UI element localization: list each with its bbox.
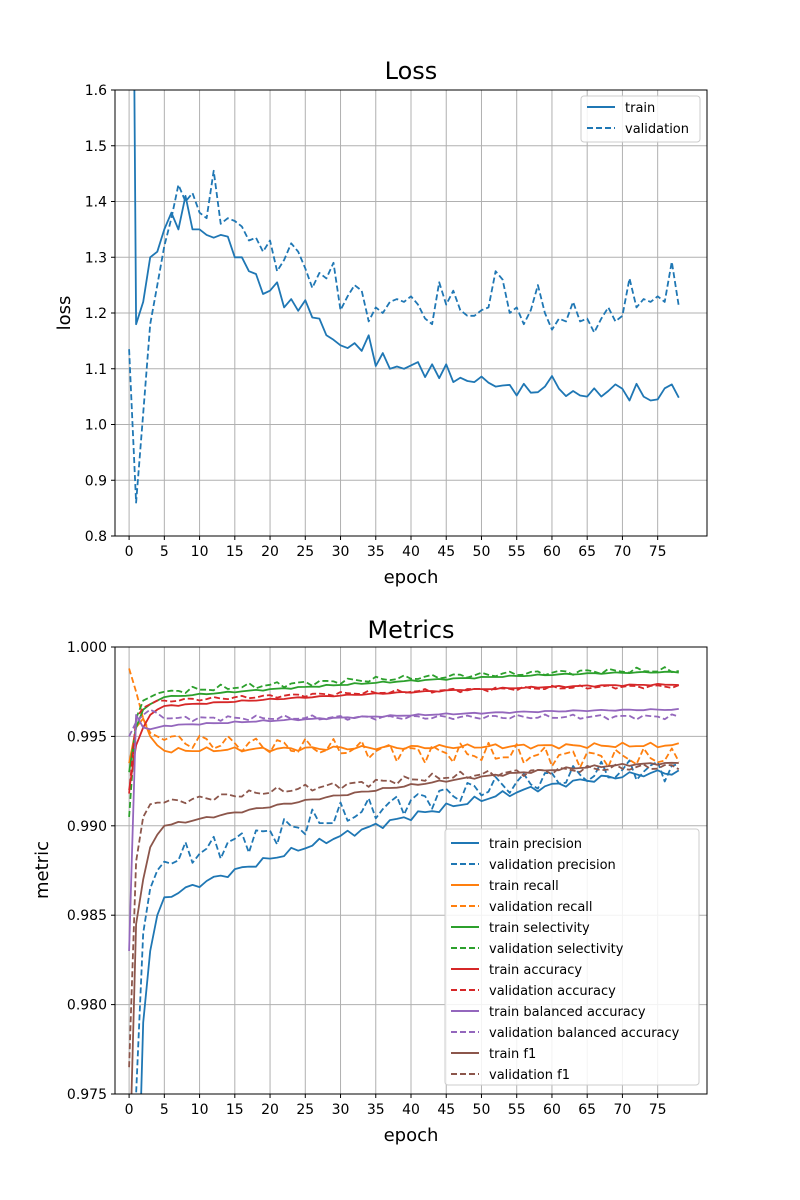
metrics-chart: Metrics 0 5 10 15 20 25 30 35 40 45 50 55 60 65 70 75 0.… [32, 616, 708, 1146]
loss-series-group [128, 90, 680, 504]
metrics-legend-box [444, 828, 700, 1086]
loss-ytick-label: 1.0 [85, 418, 107, 434]
loss-ytick-label: 1.3 [85, 250, 107, 266]
loss-ytick-label: 0.9 [85, 473, 107, 489]
metrics-series-validation-balanced-accuracy [128, 708, 680, 737]
metrics-xtick-label: 60 [543, 1102, 561, 1118]
metrics-xtick-label: 35 [367, 1102, 385, 1118]
loss-ytick-label: 0.8 [85, 529, 107, 545]
loss-legend: train validation [580, 95, 701, 143]
loss-ylabel: loss [54, 296, 75, 331]
metrics-legend-label-validation-balanced-accuracy: validation balanced accuracy [489, 1026, 680, 1041]
loss-xtick-label: 75 [649, 544, 667, 560]
metrics-ylabel: metric [32, 841, 53, 899]
metrics-series-validation-recall [128, 668, 680, 769]
metrics-series-group [128, 666, 680, 1094]
metrics-legend-label-validation-f1: validation f1 [489, 1068, 570, 1083]
metrics-ytick-label: 1.000 [67, 640, 107, 656]
metrics-ytick-label: 0.975 [67, 1087, 107, 1103]
loss-xtick-label: 30 [332, 544, 350, 560]
loss-ticks: 0 5 10 15 20 25 30 35 40 45 50 55 60 65 70 75 0.8 0.9 1.0 1… [85, 83, 667, 560]
metrics-xtick-label: 5 [160, 1102, 169, 1118]
metrics-xtick-label: 40 [402, 1102, 420, 1118]
metrics-chart-title: Metrics [367, 616, 454, 644]
metrics-series-validation-f1 [128, 763, 680, 1068]
loss-ytick-label: 1.5 [85, 139, 107, 155]
loss-xtick-label: 65 [578, 544, 596, 560]
metrics-legend-label-validation-precision: validation precision [489, 858, 616, 873]
metrics-ticks: 0 5 10 15 20 25 30 35 40 45 50 55 60 65 70 75 0.975 0.980… [67, 640, 667, 1118]
metrics-ytick-label: 0.985 [67, 908, 107, 924]
loss-xtick-label: 25 [296, 544, 314, 560]
loss-xtick-label: 5 [160, 544, 169, 560]
loss-ytick-label: 1.4 [85, 195, 107, 211]
loss-ytick-label: 1.2 [85, 306, 107, 322]
loss-xtick-label: 0 [125, 544, 134, 560]
loss-ytick-label: 1.6 [85, 83, 107, 99]
metrics-xtick-label: 20 [261, 1102, 279, 1118]
metrics-xtick-label: 65 [578, 1102, 596, 1118]
loss-xtick-label: 20 [261, 544, 279, 560]
metrics-legend-label-train-precision: train precision [489, 837, 582, 852]
loss-xtick-label: 50 [473, 544, 491, 560]
metrics-xtick-label: 30 [332, 1102, 350, 1118]
loss-chart-title: Loss [385, 57, 438, 85]
loss-series-validation [128, 169, 680, 504]
metrics-xtick-label: 55 [508, 1102, 526, 1118]
metrics-ytick-label: 0.990 [67, 819, 107, 835]
metrics-xtick-label: 10 [191, 1102, 209, 1118]
metrics-ytick-label: 0.980 [67, 998, 107, 1014]
loss-xtick-label: 40 [402, 544, 420, 560]
loss-ytick-label: 1.1 [85, 362, 107, 378]
loss-xtick-label: 10 [191, 544, 209, 560]
loss-xtick-label: 35 [367, 544, 385, 560]
metrics-legend-label-train-recall: train recall [489, 879, 559, 894]
metrics-series-train-accuracy [128, 683, 679, 791]
loss-xtick-label: 45 [437, 544, 455, 560]
metrics-series-train-selectivity [128, 670, 679, 773]
loss-xtick-label: 60 [543, 544, 561, 560]
metrics-series-train-f1 [130, 761, 679, 1094]
metrics-legend-label-train-selectivity: train selectivity [489, 921, 590, 936]
metrics-ytick-label: 0.995 [67, 729, 107, 745]
loss-xtick-label: 55 [508, 544, 526, 560]
metrics-xtick-label: 15 [226, 1102, 244, 1118]
metrics-legend-label-train-balanced-accuracy: train balanced accuracy [489, 1005, 646, 1020]
metrics-legend-label-validation-selectivity: validation selectivity [489, 942, 624, 957]
loss-xlabel: epoch [384, 567, 439, 588]
metrics-legend-label-train-f1: train f1 [489, 1047, 536, 1062]
metrics-xtick-label: 70 [614, 1102, 632, 1118]
metrics-legend-label-validation-accuracy: validation accuracy [489, 984, 616, 999]
loss-legend-train-label: train [625, 101, 655, 116]
loss-xtick-label: 70 [614, 544, 632, 560]
loss-xtick-label: 15 [226, 544, 244, 560]
loss-legend-validation-label: validation [625, 122, 689, 137]
metrics-xtick-label: 75 [649, 1102, 667, 1118]
metrics-xtick-label: 0 [125, 1102, 134, 1118]
metrics-xlabel: epoch [384, 1125, 439, 1146]
metrics-xtick-label: 50 [473, 1102, 491, 1118]
metrics-legend: train precision validation precision train… [444, 828, 700, 1086]
loss-series-train [133, 90, 680, 402]
metrics-series-validation-accuracy [128, 684, 680, 794]
metrics-legend-label-train-accuracy: train accuracy [489, 963, 582, 978]
metrics-series-validation-selectivity [128, 666, 679, 817]
metrics-xtick-label: 25 [296, 1102, 314, 1118]
metrics-xtick-label: 45 [437, 1102, 455, 1118]
loss-chart: Loss 0 5 10 15 20 25 30 35 40 45 50 55 60 65 70 75 0.8 0.… [54, 57, 708, 588]
metrics-series-validation-precision [135, 759, 680, 1094]
metrics-legend-label-validation-recall: validation recall [489, 900, 593, 915]
metrics-series-train-balanced-accuracy [128, 708, 679, 952]
